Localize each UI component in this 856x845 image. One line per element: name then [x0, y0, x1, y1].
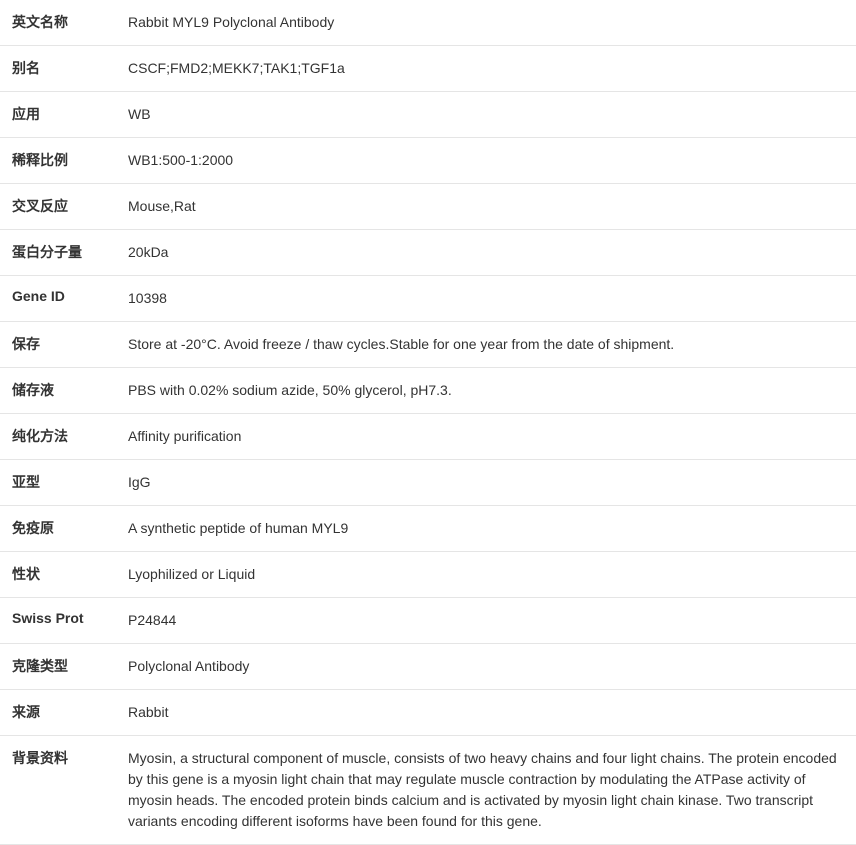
- spec-label: 性状: [0, 552, 120, 598]
- spec-label: 储存液: [0, 368, 120, 414]
- spec-label: 保存: [0, 322, 120, 368]
- spec-row: 蛋白分子量20kDa: [0, 230, 856, 276]
- spec-value: P24844: [120, 598, 856, 644]
- spec-value: Myosin, a structural component of muscle…: [120, 736, 856, 845]
- spec-label: 英文名称: [0, 0, 120, 46]
- spec-value: CSCF;FMD2;MEKK7;TAK1;TGF1a: [120, 46, 856, 92]
- spec-row: Gene ID10398: [0, 276, 856, 322]
- spec-value: WB1:500-1:2000: [120, 138, 856, 184]
- spec-row: 别名CSCF;FMD2;MEKK7;TAK1;TGF1a: [0, 46, 856, 92]
- spec-value: Mouse,Rat: [120, 184, 856, 230]
- spec-row: 应用WB: [0, 92, 856, 138]
- spec-value: WB: [120, 92, 856, 138]
- spec-row: 英文名称Rabbit MYL9 Polyclonal Antibody: [0, 0, 856, 46]
- spec-value: 10398: [120, 276, 856, 322]
- spec-label: 稀释比例: [0, 138, 120, 184]
- spec-row: 性状Lyophilized or Liquid: [0, 552, 856, 598]
- spec-label: 亚型: [0, 460, 120, 506]
- spec-label: 来源: [0, 690, 120, 736]
- spec-table-body: 英文名称Rabbit MYL9 Polyclonal Antibody别名CSC…: [0, 0, 856, 845]
- spec-label: 应用: [0, 92, 120, 138]
- spec-label: 背景资料: [0, 736, 120, 845]
- spec-value: Store at -20°C. Avoid freeze / thaw cycl…: [120, 322, 856, 368]
- spec-label: Swiss Prot: [0, 598, 120, 644]
- spec-label: 免疫原: [0, 506, 120, 552]
- spec-row: 储存液PBS with 0.02% sodium azide, 50% glyc…: [0, 368, 856, 414]
- spec-label: 蛋白分子量: [0, 230, 120, 276]
- spec-value: PBS with 0.02% sodium azide, 50% glycero…: [120, 368, 856, 414]
- spec-value: Affinity purification: [120, 414, 856, 460]
- spec-row: 交叉反应Mouse,Rat: [0, 184, 856, 230]
- spec-label: 纯化方法: [0, 414, 120, 460]
- spec-label: 别名: [0, 46, 120, 92]
- spec-value: Polyclonal Antibody: [120, 644, 856, 690]
- spec-row: 纯化方法Affinity purification: [0, 414, 856, 460]
- spec-row: 背景资料Myosin, a structural component of mu…: [0, 736, 856, 845]
- spec-row: Swiss ProtP24844: [0, 598, 856, 644]
- spec-value: A synthetic peptide of human MYL9: [120, 506, 856, 552]
- spec-row: 免疫原A synthetic peptide of human MYL9: [0, 506, 856, 552]
- spec-label: 克隆类型: [0, 644, 120, 690]
- spec-label: Gene ID: [0, 276, 120, 322]
- spec-value: Lyophilized or Liquid: [120, 552, 856, 598]
- spec-row: 来源Rabbit: [0, 690, 856, 736]
- spec-value: Rabbit: [120, 690, 856, 736]
- spec-value: 20kDa: [120, 230, 856, 276]
- spec-value: Rabbit MYL9 Polyclonal Antibody: [120, 0, 856, 46]
- spec-row: 保存Store at -20°C. Avoid freeze / thaw cy…: [0, 322, 856, 368]
- spec-label: 交叉反应: [0, 184, 120, 230]
- product-spec-table: 英文名称Rabbit MYL9 Polyclonal Antibody别名CSC…: [0, 0, 856, 845]
- spec-row: 亚型IgG: [0, 460, 856, 506]
- spec-row: 稀释比例WB1:500-1:2000: [0, 138, 856, 184]
- spec-value: IgG: [120, 460, 856, 506]
- spec-row: 克隆类型Polyclonal Antibody: [0, 644, 856, 690]
